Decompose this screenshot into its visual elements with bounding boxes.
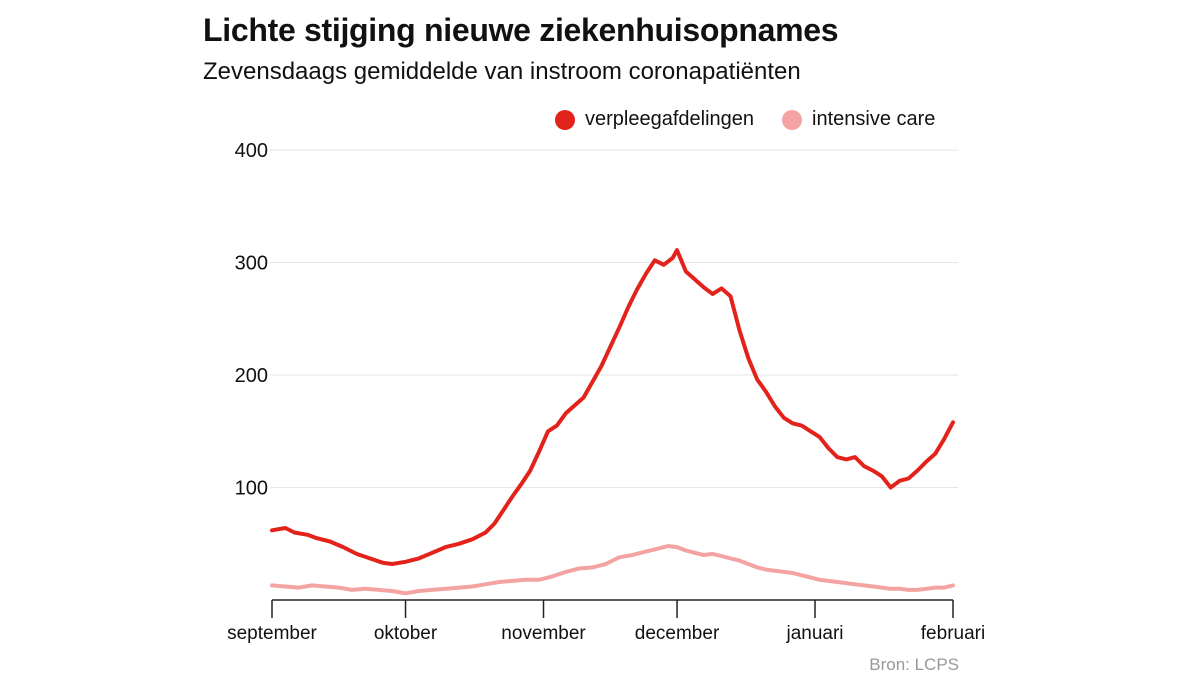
legend-label-verpleegafdelingen: verpleegafdelingen bbox=[585, 108, 755, 130]
x-tick-label-december: december bbox=[635, 623, 720, 644]
chart-title: Lichte stijging nieuwe ziekenhuisopnames bbox=[203, 12, 839, 48]
legend-swatch-verpleegafdelingen bbox=[555, 109, 575, 130]
gridlines bbox=[270, 149, 958, 488]
x-tick-label-januari: januari bbox=[785, 623, 843, 644]
legend-swatch-intensive-care bbox=[782, 109, 803, 130]
series-line-intensive-care bbox=[270, 544, 955, 596]
source-note: Bron: LCPS bbox=[869, 655, 959, 674]
series-lines bbox=[270, 248, 955, 596]
y-tick-label-200: 200 bbox=[235, 365, 268, 387]
legend: verpleegafdelingen intensive care bbox=[555, 108, 935, 131]
y-tick-label-300: 300 bbox=[235, 253, 268, 275]
x-tick-label-september: september bbox=[227, 623, 317, 644]
y-tick-label-400: 400 bbox=[235, 140, 268, 162]
legend-item-verpleegafdelingen: verpleegafdelingen bbox=[555, 108, 754, 131]
series-line-verpleegafdelingen bbox=[270, 248, 955, 566]
chart-subtitle: Zevensdaags gemiddelde van instroom coro… bbox=[203, 58, 801, 85]
x-tick-label-oktober: oktober bbox=[374, 623, 438, 644]
y-tick-label-100: 100 bbox=[235, 478, 268, 500]
x-tick-label-februari: februari bbox=[921, 623, 985, 644]
x-axis: september oktober november december januari f… bbox=[227, 599, 985, 644]
y-axis-tick-labels: 100 200 300 400 bbox=[235, 140, 268, 500]
x-tick-label-november: november bbox=[501, 623, 586, 644]
legend-label-intensive-care: intensive care bbox=[812, 108, 936, 130]
legend-item-intensive-care: intensive care bbox=[782, 108, 935, 131]
